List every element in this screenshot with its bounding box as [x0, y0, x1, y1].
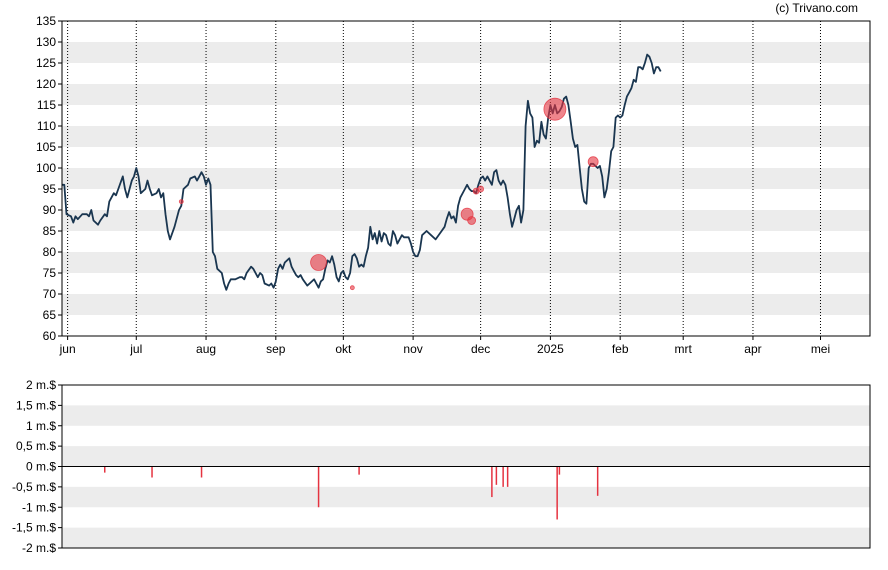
month-tick-label: dec — [471, 342, 490, 356]
price-band — [62, 294, 870, 315]
y-tick-label: 120 — [36, 77, 56, 91]
volume-bars-layer — [62, 466, 870, 520]
insider-marker — [543, 97, 567, 121]
price-band — [62, 168, 870, 189]
month-tick-label: 2025 — [537, 342, 564, 356]
month-tick-label: feb — [612, 342, 629, 356]
volume-y-tick-label: 1,5 m.$ — [16, 398, 56, 412]
month-tick-label: mei — [811, 342, 830, 356]
volume-panel-bands — [62, 405, 870, 548]
month-tick-label: aug — [196, 342, 216, 356]
month-tick-label: okt — [335, 342, 352, 356]
y-tick-label: 65 — [43, 308, 57, 322]
volume-y-tick-label: -2 m.$ — [22, 541, 56, 555]
y-tick-label: 100 — [36, 161, 56, 175]
price-band — [62, 84, 870, 105]
y-tick-label: 85 — [43, 224, 57, 238]
y-tick-label: 130 — [36, 35, 56, 49]
y-tick-label: 110 — [37, 119, 56, 133]
insider-marker — [178, 199, 184, 205]
y-tick-label: 80 — [43, 245, 57, 259]
insider-marker — [467, 216, 477, 225]
y-tick-label: 125 — [36, 56, 56, 70]
credit-label: (c) Trivano.com — [775, 1, 858, 15]
price-y-axis: 135 130 125 120 115 110 105 100 95 90 85 80 75 70 65 60 — [36, 14, 62, 343]
insider-marker — [349, 285, 355, 291]
y-tick-label: 135 — [36, 14, 56, 28]
price-band — [62, 252, 870, 273]
month-tick-label: jun — [59, 342, 76, 356]
volume-y-tick-label: 2 m.$ — [26, 378, 56, 392]
volume-y-tick-label: 0 m.$ — [26, 460, 56, 474]
volume-y-axis: 2 m.$ 1,5 m.$ 1 m.$ 0,5 m.$ 0 m.$ -0,5 m.$ -1 … — [12, 378, 62, 555]
month-tick-label: sep — [266, 342, 286, 356]
price-panel-bands — [62, 42, 870, 315]
price-x-axis: jun jul aug sep okt nov dec 2025 feb mrt apr mei — [59, 336, 830, 356]
volume-band — [62, 446, 870, 467]
price-series-line — [62, 53, 662, 291]
volume-y-tick-label: -1,5 m.$ — [12, 521, 56, 535]
y-tick-label: 115 — [37, 98, 56, 112]
volume-y-tick-label: -1 m.$ — [22, 500, 56, 514]
y-tick-label: 75 — [43, 266, 57, 280]
insider-marker — [587, 156, 599, 168]
volume-y-tick-label: -0,5 m.$ — [12, 480, 56, 494]
y-tick-label: 60 — [43, 329, 57, 343]
y-tick-label: 105 — [36, 140, 56, 154]
price-band — [62, 42, 870, 63]
month-tick-label: nov — [403, 342, 422, 356]
volume-band — [62, 527, 870, 548]
insider-marker — [310, 254, 327, 271]
insider-markers-layer — [178, 97, 599, 291]
month-tick-label: jul — [129, 342, 142, 356]
price-band — [62, 126, 870, 147]
price-panel-frame — [61, 20, 871, 337]
volume-y-tick-label: 0,5 m.$ — [16, 439, 56, 453]
month-tick-label: apr — [744, 342, 761, 356]
volume-y-tick-label: 1 m.$ — [26, 419, 56, 433]
month-tick-label: mrt — [675, 342, 693, 356]
y-tick-label: 70 — [43, 287, 57, 301]
price-line-layer — [62, 53, 662, 291]
volume-frame-rect — [61, 384, 871, 549]
y-tick-label: 90 — [43, 203, 57, 217]
volume-band — [62, 405, 870, 426]
volume-panel-frame — [61, 384, 871, 549]
volume-band — [62, 486, 870, 508]
insider-marker — [477, 185, 485, 193]
y-tick-label: 95 — [43, 182, 57, 196]
price-frame-rect — [61, 20, 871, 337]
